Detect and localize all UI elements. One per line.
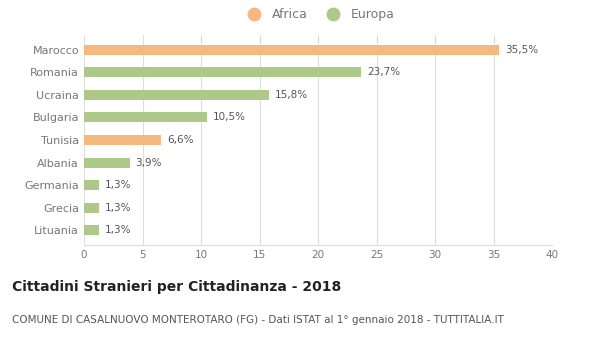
Text: 3,9%: 3,9% (136, 158, 162, 168)
Text: 15,8%: 15,8% (275, 90, 308, 100)
Text: 6,6%: 6,6% (167, 135, 194, 145)
Text: 1,3%: 1,3% (105, 203, 131, 213)
Text: 1,3%: 1,3% (105, 225, 131, 235)
Text: 10,5%: 10,5% (213, 112, 246, 122)
Bar (84, 180, 99, 190)
Text: 23,7%: 23,7% (367, 67, 400, 77)
Bar (84, 203, 99, 213)
Text: 35,5%: 35,5% (505, 45, 538, 55)
Bar (84, 112, 207, 122)
Text: Cittadini Stranieri per Cittadinanza - 2018: Cittadini Stranieri per Cittadinanza - 2… (12, 280, 341, 294)
Bar (84, 90, 269, 100)
Bar (84, 225, 99, 236)
Bar (84, 158, 130, 168)
Bar (84, 67, 361, 77)
Bar (84, 44, 499, 55)
Text: COMUNE DI CASALNUOVO MONTEROTARO (FG) - Dati ISTAT al 1° gennaio 2018 - TUTTITAL: COMUNE DI CASALNUOVO MONTEROTARO (FG) - … (12, 315, 504, 325)
Legend: Africa, Europa: Africa, Europa (237, 4, 399, 27)
Text: 1,3%: 1,3% (105, 180, 131, 190)
Bar (84, 135, 161, 145)
